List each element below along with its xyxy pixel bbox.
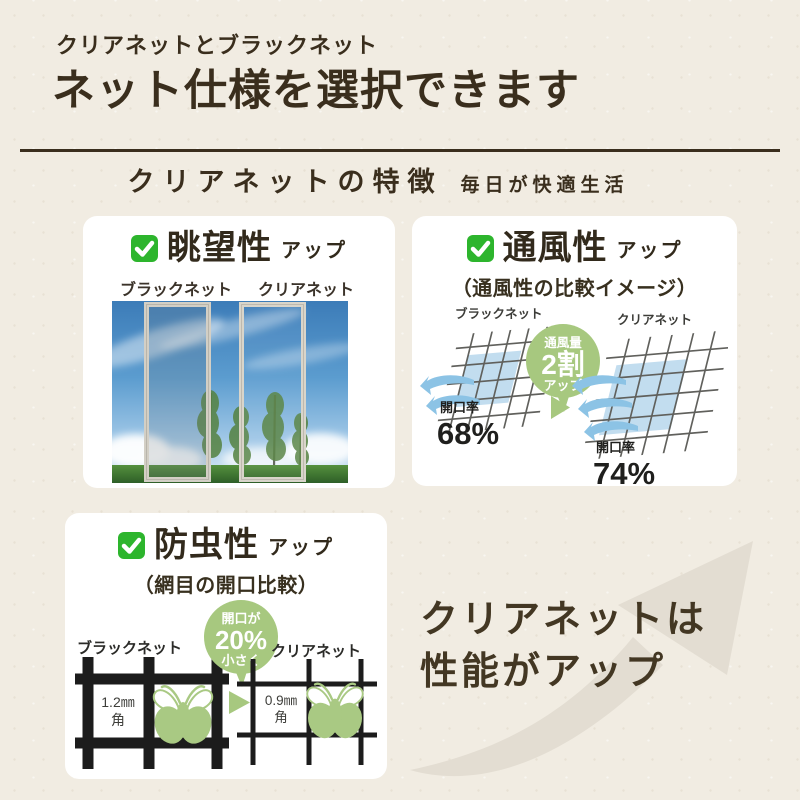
panel-head-view: 眺望性 アップ	[83, 231, 395, 265]
mesh-label-black: ブラックネット	[77, 639, 182, 657]
open-rate-value-right: 74%	[593, 456, 655, 491]
badge-top: 通風量	[544, 335, 582, 350]
panel-title-airflow: 通風性	[502, 229, 608, 267]
divider-line	[20, 149, 780, 152]
section-tagline: 毎日が快適生活	[460, 175, 629, 196]
mesh-label-clear: クリアネット	[617, 313, 692, 327]
screen-frame-clear-net	[239, 302, 306, 482]
panel-title-suffix: アップ	[281, 240, 347, 262]
badge-value: 20%	[215, 625, 267, 655]
footer-line2: 性能がアップ	[420, 651, 667, 693]
airflow-diagram: ブラックネット 開口率 68% 通風量 2割 アップ ク	[420, 306, 728, 491]
upward-trend-arrow-icon	[410, 541, 753, 777]
page-title: ネット仕様を選択できます	[52, 67, 580, 115]
insect-badge: 開口が 20% 小さく	[204, 600, 278, 687]
open-rate-label-left: 開口率	[440, 400, 479, 415]
mesh-size-unit-left: 角	[111, 712, 125, 728]
arrow-right-icon	[229, 691, 250, 714]
check-icon	[131, 235, 158, 262]
footer-line1: クリアネットは	[420, 599, 708, 641]
feature-card-view: 眺望性 アップ ブラックネット クリアネット	[83, 216, 395, 488]
label-clear-net: クリアネット	[257, 282, 354, 299]
badge-value: 2割	[541, 348, 585, 380]
compare-labels: ブラックネット クリアネット	[83, 276, 395, 299]
check-icon	[467, 235, 494, 262]
arrow-right-icon	[551, 396, 570, 419]
section-row: クリアネットの特徴 毎日が快適生活	[0, 160, 778, 199]
window-view-photo	[112, 301, 348, 483]
footer-note: クリアネットは 性能がアップ	[420, 594, 707, 698]
coarse-mesh-grid	[75, 657, 229, 769]
check-icon	[118, 532, 145, 559]
panel-caption-insect: （網目の開口比較）	[133, 575, 319, 597]
screen-frame-black-net	[144, 302, 211, 482]
mesh-size-value-left: 1.2㎜	[101, 694, 134, 710]
mesh-label-clear: クリアネット	[271, 643, 361, 660]
open-rate-value-left: 68%	[437, 416, 499, 451]
panel-caption-airflow: （通風性の比較イメージ）	[451, 278, 698, 300]
insect-diagram: ブラックネット 1.2㎜ 角 開口が 20% 小さく クリアネット	[75, 600, 377, 769]
mesh-size-value-right: 0.9㎜	[265, 693, 298, 708]
feature-card-insect: 防虫性 アップ （網目の開口比較） ブラックネット 1.2㎜ 角 開口が 20%	[65, 513, 387, 779]
open-rate-label-right: 開口率	[596, 440, 635, 455]
header-eyebrow: クリアネットとブラックネット	[56, 33, 379, 58]
panel-title-suffix: アップ	[616, 240, 683, 262]
label-black-net: ブラックネット	[119, 282, 232, 299]
panel-title-suffix: アップ	[268, 537, 334, 559]
feature-card-airflow: 通風性 アップ （通風性の比較イメージ） ブラックネット 開口率 68% 通	[412, 216, 737, 491]
mesh-label-black: ブラックネット	[455, 306, 543, 321]
panel-head-airflow: 通風性 アップ	[412, 231, 737, 265]
panel-title-insect: 防虫性	[154, 526, 259, 564]
badge-top: 開口が	[221, 611, 260, 626]
mesh-size-unit-right: 角	[274, 710, 288, 725]
section-heading: クリアネットの特徴	[127, 167, 443, 197]
panel-head-insect: 防虫性 アップ	[65, 528, 387, 562]
airflow-badge: 通風量 2割 アップ	[526, 324, 600, 412]
badge-bottom: アップ	[543, 378, 583, 393]
panel-title-view: 眺望性	[167, 229, 272, 267]
